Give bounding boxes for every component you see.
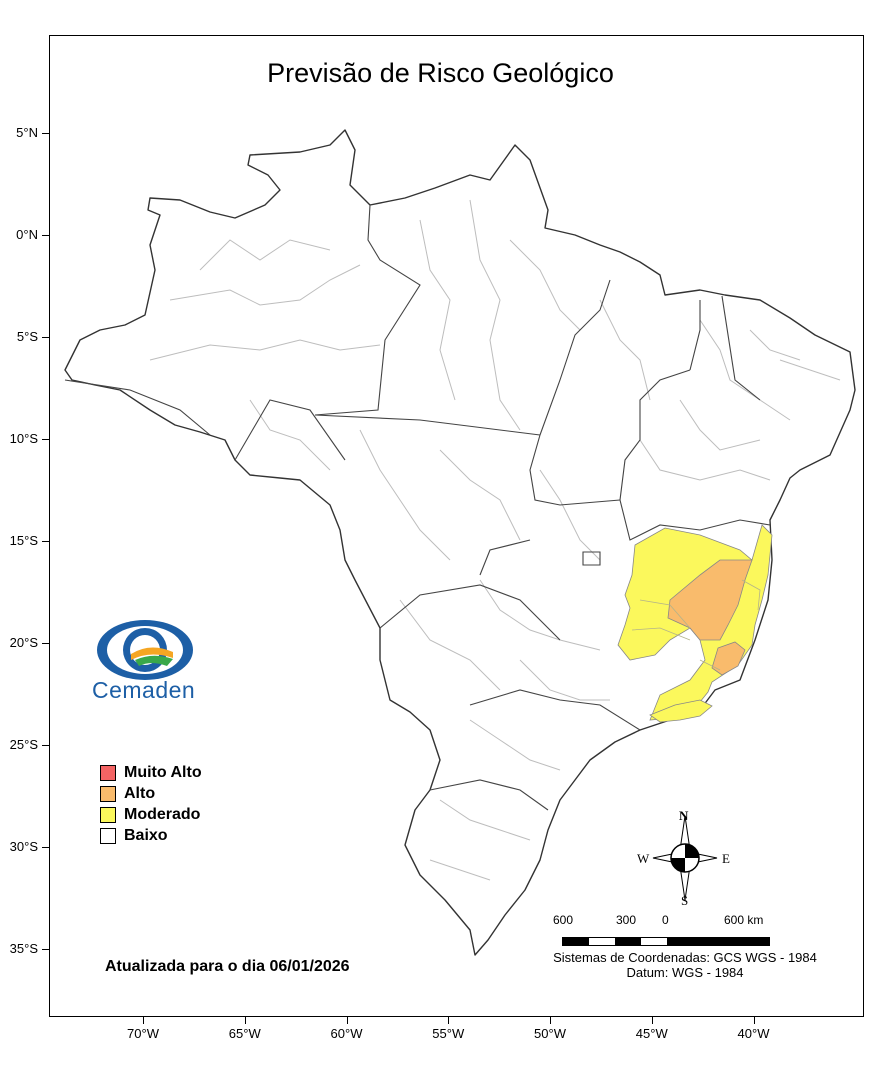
longitude-label: 50°W xyxy=(534,1026,566,1041)
latitude-tick xyxy=(42,235,49,236)
latitude-label: 25°S xyxy=(9,737,38,752)
latitude-label: 5°S xyxy=(16,329,38,344)
latitude-tick xyxy=(42,949,49,950)
legend-item-muito-alto: Muito Alto xyxy=(100,762,202,783)
longitude-label: 55°W xyxy=(432,1026,465,1041)
cemaden-logo-icon xyxy=(97,620,193,680)
legend-swatch xyxy=(100,806,116,823)
longitude-tick xyxy=(753,1017,755,1024)
legend-swatch xyxy=(100,785,116,802)
longitude-label: 40°W xyxy=(737,1026,770,1041)
latitude-label: 5°N xyxy=(16,125,38,140)
latitude-tick xyxy=(42,847,49,848)
compass-rose xyxy=(652,815,718,901)
datum-text: Datum: WGS - 1984 xyxy=(626,965,744,980)
page-title: Previsão de Risco Geológico xyxy=(267,58,614,88)
legend-swatch xyxy=(100,764,116,781)
moderado-area-coast xyxy=(649,699,713,723)
alto-area xyxy=(667,559,753,641)
latitude-tick xyxy=(42,439,49,440)
legend-swatch xyxy=(100,827,116,844)
state-boundaries xyxy=(64,204,771,811)
latitude-label: 15°S xyxy=(9,533,38,548)
latitude-tick xyxy=(42,133,49,134)
longitude-label: 60°W xyxy=(330,1026,363,1041)
scale-label: 600 km xyxy=(724,913,764,927)
legend-item-baixo: Baixo xyxy=(100,825,202,846)
scale-bar xyxy=(562,937,770,946)
compass-e: E xyxy=(722,851,730,866)
longitude-tick xyxy=(448,1017,450,1024)
brazil-outline xyxy=(64,129,856,956)
legend-label: Alto xyxy=(124,784,156,802)
latitude-label: 35°S xyxy=(9,941,38,956)
longitude-label: 65°W xyxy=(228,1026,261,1041)
scale-label: 300 xyxy=(616,913,637,927)
latitude-label: 30°S xyxy=(9,839,38,854)
risk-internal-lines xyxy=(631,579,761,671)
legend-item-moderado: Moderado xyxy=(100,804,202,825)
updated-date-text: Atualizada para o dia 06/01/2026 xyxy=(105,958,350,975)
logo-text: Cemaden xyxy=(92,677,196,703)
longitude-tick xyxy=(346,1017,348,1024)
latitude-label: 10°S xyxy=(9,431,38,446)
latitude-tick xyxy=(42,337,49,338)
compass-n: N xyxy=(679,808,689,823)
latitude-tick xyxy=(42,643,49,644)
latitude-label: 0°N xyxy=(16,227,38,242)
legend-item-alto: Alto xyxy=(100,783,202,804)
latitude-tick xyxy=(42,541,49,542)
scale-label: 600 xyxy=(553,913,574,927)
legend-label: Baixo xyxy=(124,826,168,844)
latitude-tick xyxy=(42,745,49,746)
compass-s: S xyxy=(681,893,689,908)
coordinate-system-text: Sistemas de Coordenadas: GCS WGS - 1984 xyxy=(553,950,817,965)
compass-w: W xyxy=(637,851,650,866)
legend: Muito Alto Alto Moderado Baixo xyxy=(100,762,202,846)
internal-boundaries xyxy=(149,199,841,881)
alto-area-south xyxy=(711,641,746,676)
scale-label: 0 xyxy=(662,913,669,927)
longitude-label: 70°W xyxy=(127,1026,159,1041)
longitude-tick xyxy=(651,1017,653,1024)
longitude-label: 45°W xyxy=(635,1026,668,1041)
latitude-label: 20°S xyxy=(9,635,38,650)
map-frame xyxy=(49,35,864,1017)
legend-label: Muito Alto xyxy=(124,763,202,781)
longitude-tick xyxy=(143,1017,144,1024)
longitude-tick xyxy=(244,1017,246,1024)
longitude-tick xyxy=(550,1017,551,1024)
legend-label: Moderado xyxy=(124,805,201,823)
